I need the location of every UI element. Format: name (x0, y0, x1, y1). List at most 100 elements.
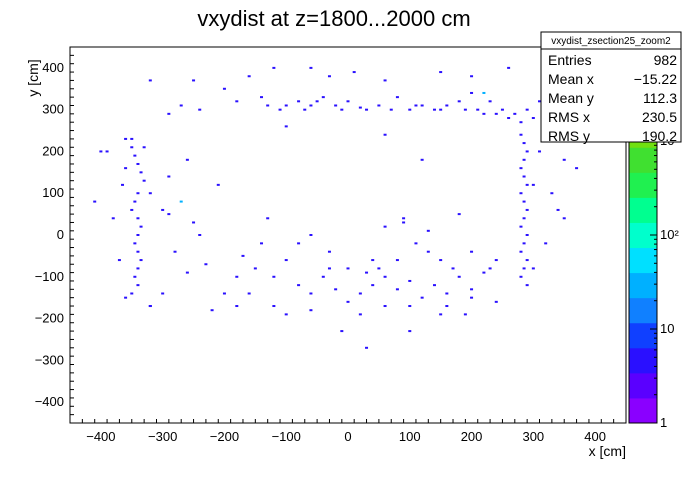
data-point (522, 267, 526, 270)
y-tick-label: −300 (35, 352, 64, 367)
stats-label: Mean x (548, 71, 594, 87)
data-point (247, 292, 251, 295)
y-tick-label: 300 (42, 102, 64, 117)
data-point-highlight (179, 200, 183, 203)
data-point (179, 104, 183, 107)
data-point (327, 75, 331, 78)
data-point (408, 279, 412, 282)
data-point (297, 284, 301, 287)
x-tick-label: −300 (148, 429, 177, 444)
color-scale-segment (629, 322, 657, 349)
data-point (185, 271, 189, 274)
data-point (402, 221, 406, 224)
color-scale-segment (629, 197, 657, 223)
data-point (463, 108, 467, 111)
data-point (247, 75, 251, 78)
data-point (297, 100, 301, 103)
data-point (266, 104, 270, 107)
data-point (507, 117, 511, 120)
data-point (531, 117, 535, 120)
data-point (525, 284, 529, 287)
x-tick-label: 200 (461, 429, 483, 444)
data-point (531, 267, 535, 270)
stats-value: 190.2 (642, 128, 677, 144)
data-point (426, 250, 430, 253)
data-point (383, 133, 387, 136)
color-scale-segment (629, 372, 657, 399)
color-scale-segment (629, 272, 657, 299)
data-point (260, 96, 264, 99)
data-point (222, 87, 226, 90)
y-tick-label: 0 (57, 227, 64, 242)
data-point (99, 150, 103, 153)
data-point (309, 104, 313, 107)
data-point (525, 183, 529, 186)
data-point (562, 158, 566, 161)
data-point (210, 309, 214, 312)
data-point (470, 75, 474, 78)
data-point (148, 79, 152, 82)
data-point (139, 225, 143, 228)
data-point (136, 192, 140, 195)
data-point (130, 208, 134, 211)
data-point (519, 225, 523, 228)
data-point (457, 213, 461, 216)
data-point (513, 112, 517, 115)
data-point (525, 108, 529, 111)
data-point (192, 79, 196, 82)
data-point (488, 100, 492, 103)
data-point (383, 275, 387, 278)
data-point (414, 104, 418, 107)
data-point-highlight (482, 91, 486, 94)
stats-rows: Entries 982 Mean x −15.22 Mean y 112.3 RMS x 23… (548, 52, 677, 144)
data-point (284, 259, 288, 262)
data-point (136, 162, 140, 165)
data-point (124, 137, 128, 140)
data-point (420, 296, 424, 299)
data-point (105, 150, 109, 153)
data-point (133, 275, 137, 278)
data-point (402, 217, 406, 220)
data-point (284, 104, 288, 107)
data-point (408, 305, 412, 308)
data-point (395, 96, 399, 99)
data-point (117, 259, 121, 262)
data-point (522, 175, 526, 178)
data-point (482, 112, 486, 115)
data-point (494, 300, 498, 303)
data-point (525, 150, 529, 153)
data-point (519, 133, 523, 136)
data-point (327, 250, 331, 253)
data-point (358, 313, 362, 316)
data-point (315, 100, 319, 103)
data-point (377, 267, 381, 270)
stats-box: vxydist_zsection25_zoom2 Entries 982 Mean … (540, 31, 682, 144)
data-point (439, 108, 443, 111)
data-point (173, 250, 177, 253)
data-point (346, 300, 350, 303)
stats-value: 230.5 (642, 109, 677, 125)
data-point (340, 108, 344, 111)
stats-label: Entries (548, 52, 592, 68)
data-point (525, 259, 529, 262)
data-point (124, 167, 128, 170)
data-point (519, 275, 523, 278)
data-point (470, 288, 474, 291)
data-point (136, 250, 140, 253)
data-point (358, 292, 362, 295)
color-scale-label: 1 (660, 415, 667, 430)
x-tick-label: −100 (272, 429, 301, 444)
data-point (365, 108, 369, 111)
color-scale-label: 10 (660, 321, 674, 336)
data-point (284, 313, 288, 316)
data-point (525, 234, 529, 236)
data-point (470, 296, 474, 299)
data-point (426, 229, 430, 232)
data-point (235, 275, 239, 278)
data-point (260, 242, 264, 245)
color-scale-segment (629, 172, 657, 198)
x-tick-label: 400 (584, 429, 606, 444)
data-point (377, 104, 381, 107)
